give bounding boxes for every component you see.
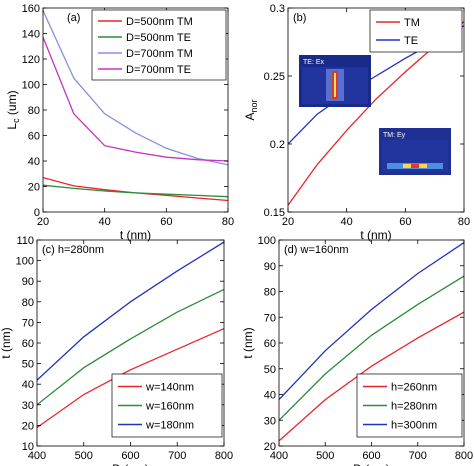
x-tick-label: 800 [455,450,473,462]
y-tick-label: 40 [28,156,40,168]
y-tick-label: 140 [22,29,40,41]
x-tick-label: 700 [409,450,427,462]
x-tick-label: 80 [458,216,470,228]
y-tick-label: 60 [264,338,276,350]
y-tick-label: 60 [22,338,34,350]
series-line-3 [279,242,464,401]
x-tick-label: 60 [399,216,411,228]
x-axis-label: t (nm) [120,228,151,242]
legend-entry: TE [404,35,418,47]
x-tick-label: 40 [341,216,353,228]
x-tick-label: 20 [37,216,49,228]
y-tick-label: 100 [22,80,40,92]
y-tick-label: 50 [22,359,34,371]
y-tick-label: 100 [16,256,34,268]
y-tick-label: 0.2 [270,139,285,151]
y-tick-label: 0 [34,207,40,219]
legend: h=260nm h=280nm h=300nm [356,373,463,438]
inset-label: TE: Ex [303,59,325,66]
x-tick-label: 60 [160,216,172,228]
x-tick-label: 800 [215,450,233,462]
x-tick-label: 500 [75,450,93,462]
panel-label: (c) h=280nm [42,244,104,256]
legend-entry: D=500nm TE [126,32,191,44]
series-line-3 [43,10,228,166]
legend-entry: h=260nm [391,382,437,394]
y-tick-label: 30 [264,415,276,427]
y-tick-label: 100 [258,235,276,247]
y-tick-label: 50 [264,364,276,376]
series-line-1 [43,176,228,202]
series-line-1 [279,311,464,442]
series-line-2 [37,288,224,406]
field-inset-1: TE: Ex [299,55,371,107]
y-tick-label: 60 [28,131,40,143]
series-line-1 [37,328,224,429]
y-tick-label: 70 [22,317,34,329]
y-tick-label: 40 [264,390,276,402]
x-axis-label: D (nm) [353,462,390,466]
y-tick-label: 120 [22,54,40,66]
x-tick-label: 400 [28,450,46,462]
x-tick-label: 700 [168,450,186,462]
x-tick-label: 400 [270,450,288,462]
y-tick-label: 20 [264,441,276,453]
legend: D=500nm TM D=500nm TE D=700nm TM D=700nm TE [91,9,227,81]
y-tick-label: 20 [22,420,34,432]
panel-label: (b) [293,12,306,24]
y-axis-label: Lc (um) [5,90,21,129]
y-tick-label: 90 [22,276,34,288]
legend-entry: D=700nm TM [126,48,193,60]
y-tick-label: 40 [22,379,34,391]
y-tick-label: 20 [28,182,40,194]
panel-label: (d) w=160nm [284,244,349,256]
y-tick-label: 80 [28,105,40,117]
y-tick-label: 110 [16,235,34,247]
x-tick-label: 600 [121,450,139,462]
chart-panel-4: 400 500 600 700 800 20 30 40 50 60 70 80 90 100 D (nm)… [241,235,473,466]
x-tick-label: 600 [362,450,380,462]
x-tick-label: 500 [316,450,334,462]
x-axis-label: t (nm) [360,228,391,242]
x-tick-label: 80 [222,216,234,228]
legend-entry: h=300nm [391,420,437,432]
y-tick-label: 30 [22,400,34,412]
legend-entry: D=700nm TE [126,64,191,76]
y-tick-label: 0.15 [264,207,285,219]
legend-entry: w=180nm [145,420,194,432]
axes-frame [287,7,465,213]
legend-entry: h=280nm [391,401,437,413]
x-tick-label: 40 [99,216,111,228]
y-tick-label: 80 [264,287,276,299]
y-tick-label: 80 [22,297,34,309]
legend: w=140nm w=160nm w=180nm [111,373,223,438]
y-tick-label: 10 [22,441,34,453]
series-line-3 [37,241,224,381]
y-axis-label: t (nm) [241,327,255,358]
chart-panel-3: 400 500 600 700 800 10 20 30 40 50 60 70 80 90 100 110 D… [0,235,233,466]
legend-entry: w=160nm [145,401,194,413]
series-line-2 [43,184,228,198]
field-inset-2: TM: Ey [379,128,451,175]
legend: TM TE [369,9,463,53]
y-axis-label: t (nm) [0,327,13,358]
y-tick-label: 0.3 [270,3,285,15]
series-line-4 [43,37,228,162]
chart-panel-2: TE: Ex TM: Ey 20 40 60 80 0.15 0.2 0.25 0.3 t (nm)… [243,3,470,242]
y-tick-label: 160 [22,3,40,15]
y-axis-label: Anor [243,99,259,120]
y-tick-label: 90 [264,261,276,273]
y-tick-label: 0.25 [264,71,285,83]
legend-entry: TM [404,17,420,29]
inset-label: TM: Ey [383,132,406,139]
series-line-2 [279,275,464,421]
x-tick-label: 20 [282,216,294,228]
x-axis-label: D (nm) [112,462,149,466]
legend-entry: w=140nm [145,382,194,394]
panel-label: (a) [67,12,80,24]
y-tick-label: 70 [264,312,276,324]
legend-entry: D=500nm TM [126,16,193,28]
